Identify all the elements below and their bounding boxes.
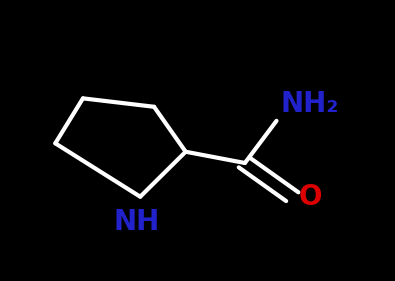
Text: O: O <box>298 183 322 211</box>
Text: NH₂: NH₂ <box>280 90 339 118</box>
Text: NH: NH <box>113 208 160 236</box>
